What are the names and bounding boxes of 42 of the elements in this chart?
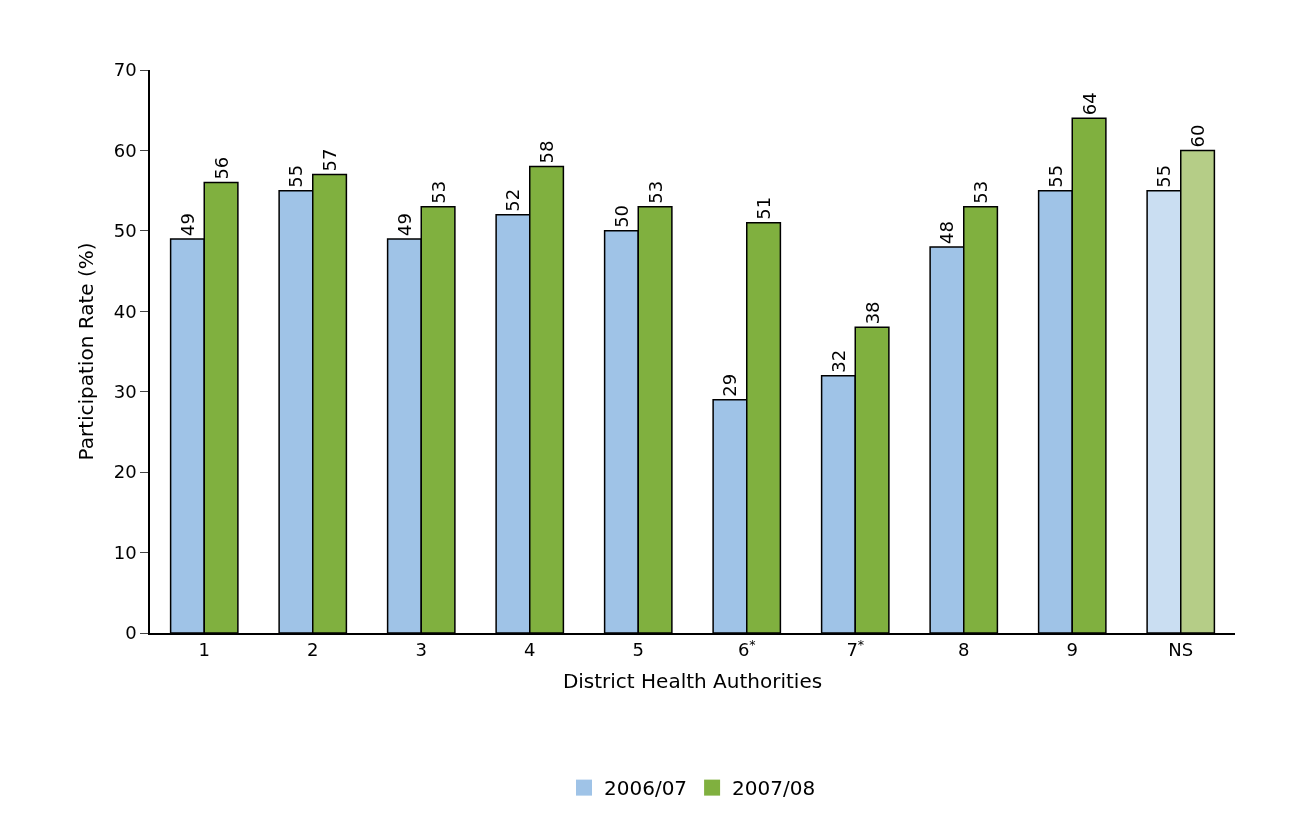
data-label: 55 <box>1153 164 1175 188</box>
data-label: 57 <box>319 148 341 172</box>
data-label: 38 <box>861 301 883 325</box>
data-label: 49 <box>393 212 415 236</box>
y-tick-label: 40 <box>113 300 137 322</box>
data-label: 58 <box>536 140 558 164</box>
y-tick-label: 60 <box>113 139 137 161</box>
x-tick-label: 1 <box>198 639 210 661</box>
x-axis-title: District Health Authorities <box>562 669 823 694</box>
data-label: 55 <box>1044 164 1066 188</box>
data-label: 52 <box>502 188 524 212</box>
data-label: 50 <box>610 204 632 228</box>
data-label: 51 <box>753 196 775 220</box>
data-label: 53 <box>970 180 992 204</box>
data-label: 53 <box>427 180 449 204</box>
data-label: 53 <box>644 180 666 204</box>
y-tick-label: 50 <box>113 220 137 242</box>
legend-label: 2007/08 <box>732 776 816 801</box>
x-tick-label: 5 <box>632 639 644 661</box>
data-label: 32 <box>827 349 849 373</box>
x-tick-label: 9 <box>1066 639 1078 661</box>
y-tick-label: 30 <box>113 381 137 403</box>
y-axis-title: Participation Rate (%) <box>73 242 98 461</box>
data-label: 29 <box>719 373 741 397</box>
x-tick-label: 7$^{*}$ <box>846 636 865 661</box>
legend-label: 2006/07 <box>604 776 688 801</box>
x-tick-label: NS <box>1168 639 1194 661</box>
x-tick-label: 3 <box>415 639 427 661</box>
data-label: 56 <box>210 156 232 180</box>
data-label: 48 <box>936 221 958 244</box>
y-tick-label: 10 <box>113 541 137 563</box>
data-label: 64 <box>1078 92 1100 116</box>
x-tick-label: 2 <box>307 639 319 661</box>
x-tick-label: 4 <box>524 639 536 661</box>
y-tick-label: 0 <box>125 622 137 644</box>
y-tick-label: 20 <box>113 461 137 483</box>
x-tick-label: 8 <box>958 639 970 661</box>
data-label: 55 <box>285 164 307 188</box>
data-label: 49 <box>176 212 198 236</box>
data-label: 60 <box>1187 124 1209 148</box>
y-tick-label: 70 <box>113 59 137 81</box>
x-tick-label: 6$^{*}$ <box>737 636 756 661</box>
